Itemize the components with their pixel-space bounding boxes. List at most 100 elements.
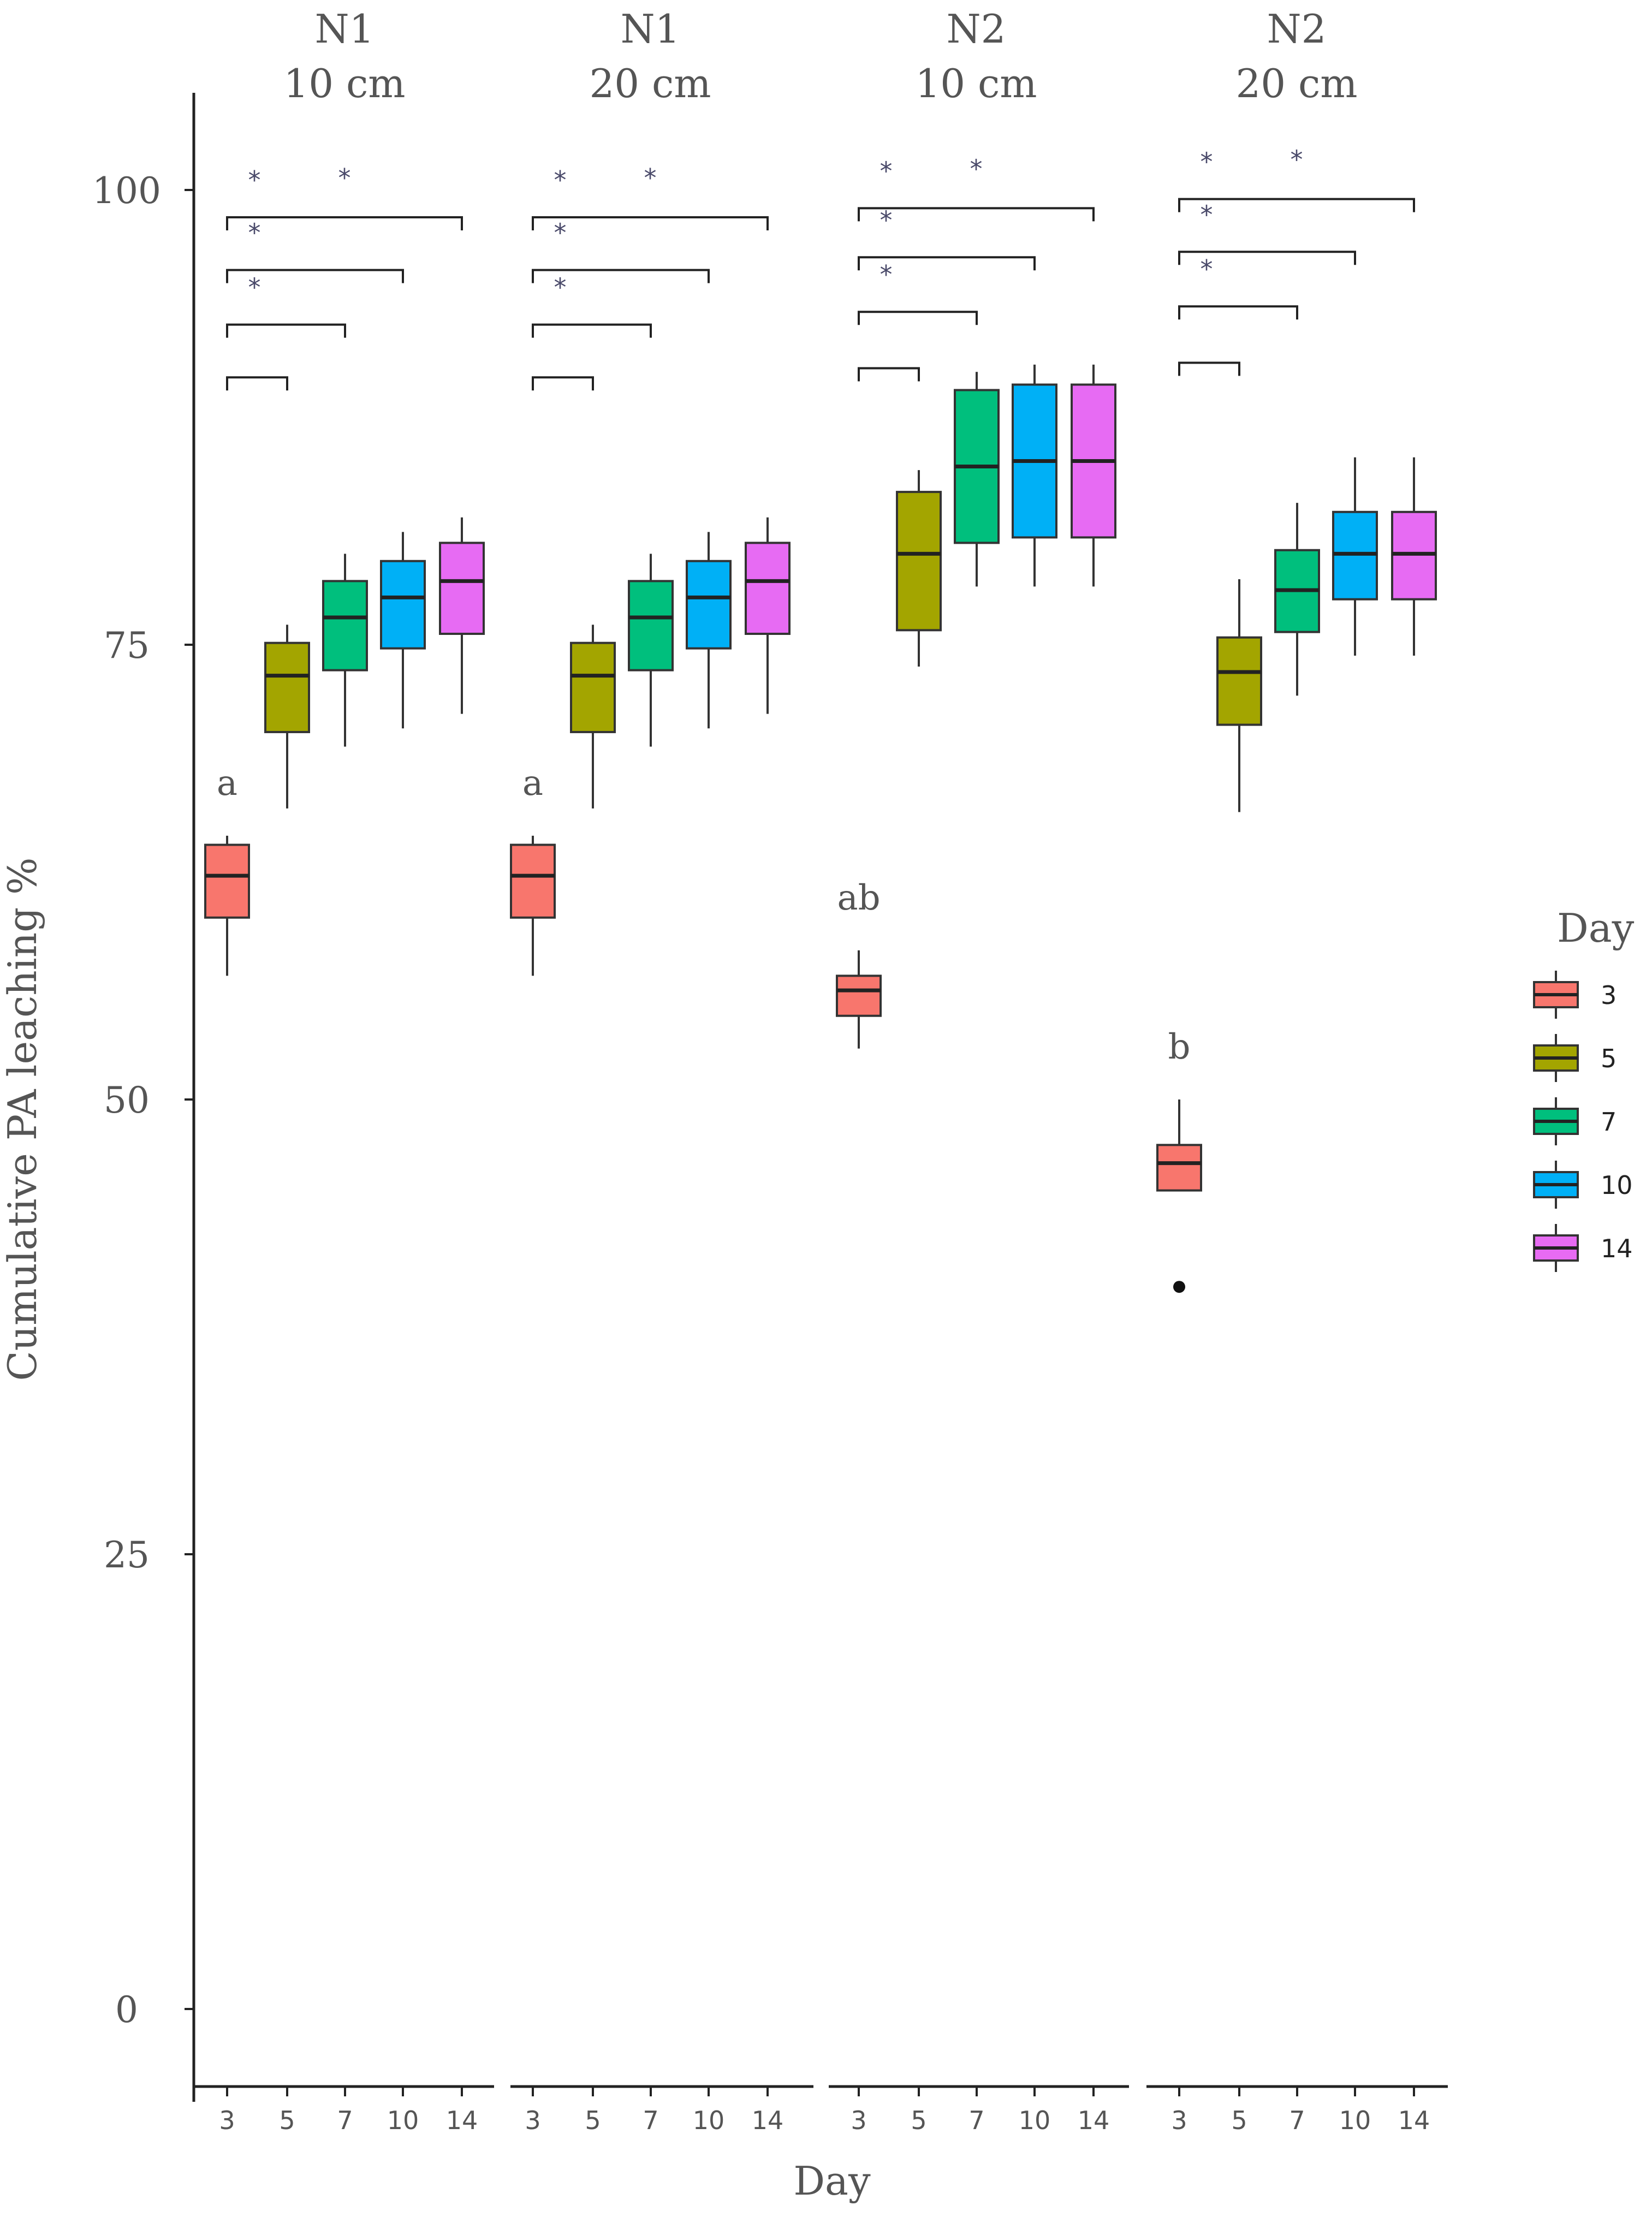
significance-bracket xyxy=(532,216,769,230)
x-tick-label: 5 xyxy=(1231,2106,1247,2135)
x-tick-label: 14 xyxy=(1398,2106,1430,2135)
panel-title-line1: N2 xyxy=(1267,6,1327,52)
group-letter: a xyxy=(522,763,543,804)
x-tick-label: 7 xyxy=(1289,2106,1305,2135)
x-tick-label: 5 xyxy=(585,2106,601,2135)
y-tick-label: 25 xyxy=(104,1534,150,1576)
legend-entry: 7 xyxy=(1533,1097,1617,1145)
box-day-3 xyxy=(1156,1144,1202,1192)
significance-star: * xyxy=(880,156,893,186)
significance-bracket xyxy=(226,269,404,283)
significance-bracket xyxy=(226,376,288,391)
box-day-5 xyxy=(1216,636,1262,726)
box-day-3 xyxy=(204,843,250,919)
legend-label: 10 xyxy=(1601,1170,1633,1200)
y-tick-label: 0 xyxy=(115,1989,138,2031)
legend-label: 3 xyxy=(1601,980,1617,1010)
significance-bracket xyxy=(1178,198,1415,212)
box-day-3 xyxy=(836,974,882,1017)
x-tick-label: 3 xyxy=(1171,2106,1187,2135)
significance-bracket xyxy=(858,256,1036,271)
x-tick-label: 10 xyxy=(1019,2106,1051,2135)
facet-panel: N1 20 cm 3 5 7 10 14 a * * * * xyxy=(510,6,813,2135)
significance-star: * xyxy=(248,165,261,195)
x-tick-label: 7 xyxy=(337,2106,353,2135)
x-axis-label: Day xyxy=(793,2158,871,2204)
significance-star: * xyxy=(1201,200,1213,229)
significance-bracket xyxy=(1178,305,1298,320)
x-tick-label: 3 xyxy=(525,2106,540,2135)
panel-title-line1: N2 xyxy=(947,6,1006,52)
legend-entry: 5 xyxy=(1533,1034,1617,1082)
legend-label: 14 xyxy=(1601,1234,1633,1263)
panel-title-line1: N1 xyxy=(621,6,680,52)
panel-title-line1: N1 xyxy=(315,6,375,52)
legend-label: 5 xyxy=(1601,1044,1617,1073)
significance-bracket xyxy=(226,216,463,230)
x-tick-label: 7 xyxy=(968,2106,984,2135)
facet-panel: N2 20 cm 3 5 7 10 14 b * * * * xyxy=(1146,6,1448,2135)
significance-star: * xyxy=(248,218,261,248)
significance-star: * xyxy=(554,165,567,195)
facet-panel: N2 10 cm 3 5 7 10 14 ab * * * * xyxy=(829,6,1129,2135)
x-tick-label: 7 xyxy=(643,2106,658,2135)
group-letter: b xyxy=(1168,1027,1191,1067)
box-day-5 xyxy=(570,641,616,733)
significance-bracket xyxy=(1178,361,1240,376)
legend-label: 7 xyxy=(1601,1107,1617,1137)
significance-star: * xyxy=(554,218,567,248)
box-day-10 xyxy=(686,560,732,650)
significance-bracket xyxy=(858,311,978,325)
x-tick-label: 10 xyxy=(1339,2106,1371,2135)
x-tick-label: 14 xyxy=(446,2106,478,2135)
significance-star: * xyxy=(880,205,893,235)
legend-entry: 14 xyxy=(1533,1224,1633,1272)
group-letter: a xyxy=(217,763,237,804)
x-tick-label: 5 xyxy=(911,2106,926,2135)
x-tick-label: 10 xyxy=(387,2106,419,2135)
significance-star: * xyxy=(1291,145,1303,175)
x-tick-label: 5 xyxy=(279,2106,295,2135)
y-axis: 0 25 50 75 100 xyxy=(92,93,195,2102)
box-day-10 xyxy=(380,560,426,650)
y-tick-label: 100 xyxy=(92,170,161,212)
significance-bracket xyxy=(226,323,346,338)
y-tick-label: 50 xyxy=(104,1079,150,1121)
significance-bracket xyxy=(858,367,920,382)
panel-title-line2: 10 cm xyxy=(283,61,405,106)
y-tick-label: 75 xyxy=(104,625,150,667)
legend-title: Day xyxy=(1557,905,1635,951)
panel-title-line2: 20 cm xyxy=(1235,61,1357,106)
outlier-point xyxy=(1173,1281,1185,1293)
panel-title-line2: 20 cm xyxy=(589,61,711,106)
significance-bracket xyxy=(858,207,1095,222)
box-day-7 xyxy=(322,580,368,671)
legend-entry: 3 xyxy=(1533,971,1617,1019)
box-day-5 xyxy=(264,641,310,733)
significance-star: * xyxy=(554,273,567,302)
significance-star: * xyxy=(338,163,351,193)
legend: 3 5 7 10 14 xyxy=(1533,971,1633,1272)
significance-bracket xyxy=(1178,251,1356,265)
x-tick-label: 10 xyxy=(693,2106,725,2135)
x-tick-label: 14 xyxy=(1078,2106,1110,2135)
y-axis-label: Cumulative PA leaching % xyxy=(0,858,45,1381)
significance-star: * xyxy=(1201,147,1213,177)
box-day-7 xyxy=(628,580,674,671)
significance-bracket xyxy=(532,376,594,391)
facet-panel: N1 10 cm 3 5 7 10 14 a * * * * xyxy=(194,6,494,2135)
x-tick-label: 3 xyxy=(219,2106,235,2135)
box-day-14 xyxy=(745,542,791,635)
significance-bracket xyxy=(532,323,652,338)
significance-bracket xyxy=(532,269,710,283)
significance-star: * xyxy=(248,273,261,302)
box-day-14 xyxy=(439,542,485,635)
significance-star: * xyxy=(1201,254,1213,284)
box-day-3 xyxy=(510,843,556,919)
x-tick-label: 14 xyxy=(752,2106,784,2135)
box-day-5 xyxy=(896,491,942,632)
x-tick-label: 3 xyxy=(851,2106,866,2135)
panel-title-line2: 10 cm xyxy=(915,61,1037,106)
